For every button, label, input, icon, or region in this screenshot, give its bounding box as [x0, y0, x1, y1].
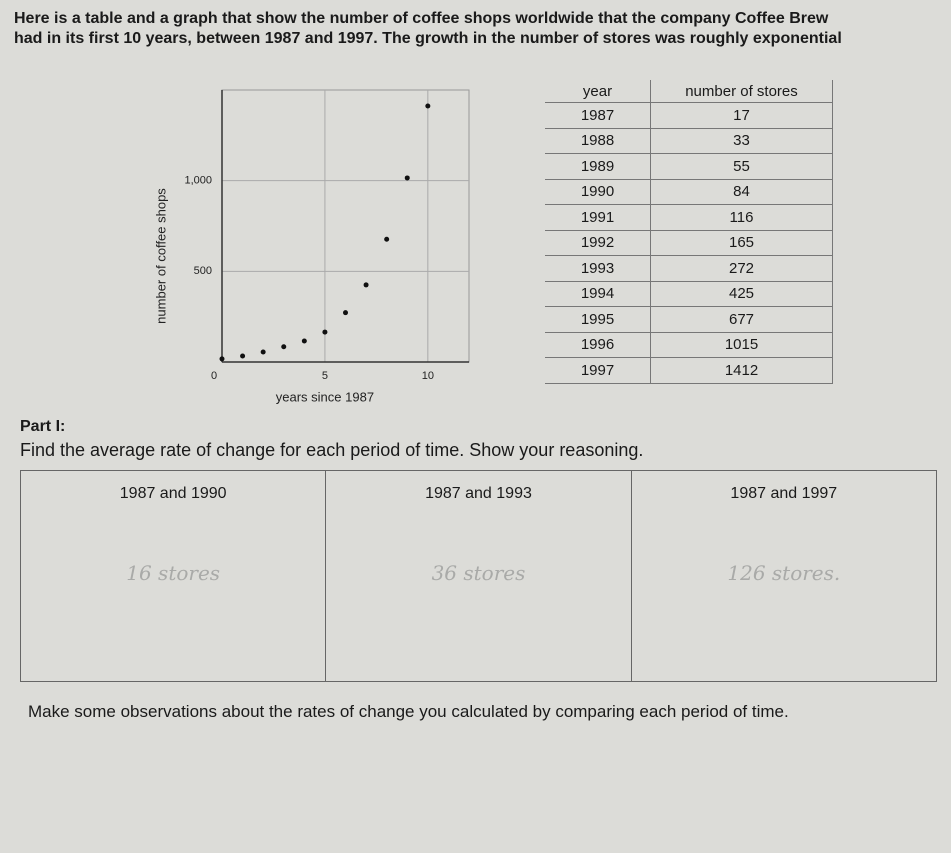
- table-cell: 84: [650, 178, 833, 205]
- table-cell: 1991: [545, 204, 651, 231]
- part-prompt: Find the average rate of change for each…: [20, 440, 644, 460]
- table-cell: 1997: [545, 357, 651, 384]
- table-row: 1987 17: [545, 102, 833, 129]
- table-cell: 33: [650, 127, 833, 154]
- handwritten-answer: 16 stores: [126, 561, 221, 585]
- period-label: 1987 and 1993: [425, 485, 532, 502]
- y-tick-label: 1,000: [184, 175, 212, 187]
- handwritten-answer: 36 stores: [431, 561, 526, 585]
- table-row: 1988 33: [545, 127, 833, 154]
- table-cell: 1412: [650, 357, 833, 384]
- table-cell: 1996: [545, 331, 651, 358]
- table-cell: 272: [650, 255, 833, 282]
- table-cell: 1015: [650, 331, 833, 358]
- point: [363, 282, 369, 288]
- y-axis-label: number of coffee shops: [153, 188, 168, 324]
- point: [281, 344, 287, 350]
- table-header: year number of stores: [545, 80, 833, 103]
- point: [301, 338, 307, 344]
- point: [343, 310, 348, 316]
- x-tick-label: 5: [322, 370, 328, 382]
- point: [425, 103, 431, 109]
- plot-area: [221, 89, 470, 363]
- table-row: 1990 84: [545, 178, 833, 205]
- x-tick-label: 10: [422, 370, 434, 382]
- table-cell: 17: [650, 102, 833, 129]
- table-cell: 1993: [545, 255, 651, 282]
- table-row: 1989 55: [545, 153, 833, 180]
- table-row: 1995 677: [545, 306, 833, 333]
- table-cell: 1987: [545, 102, 651, 129]
- table-cell: 425: [650, 280, 833, 307]
- table-cell: 1995: [545, 306, 651, 333]
- point: [219, 356, 225, 362]
- intro-line: Here is a table and a graph that show th…: [14, 10, 829, 27]
- x-axis-label: years since 1987: [276, 389, 374, 404]
- table-row: 1992 165: [545, 229, 833, 256]
- table-row: 1997 1412: [545, 357, 833, 384]
- x-tick-label: 0: [211, 370, 217, 382]
- period-cell: 1987 and 1993 36 stores: [326, 471, 632, 681]
- table-row: 1991 116: [545, 204, 833, 231]
- table-row: 1993 272: [545, 255, 833, 282]
- table-cell: 116: [650, 204, 833, 231]
- header-cell: number of stores: [650, 80, 833, 103]
- table-cell: 165: [650, 229, 833, 256]
- table-cell: 1990: [545, 178, 651, 205]
- period-label: 1987 and 1997: [730, 485, 838, 502]
- period-cell: 1987 and 1990 16 stores: [21, 471, 327, 681]
- table-row: 1994 425: [545, 280, 833, 307]
- header-cell: year: [545, 80, 651, 103]
- table-cell: 1992: [545, 229, 651, 256]
- point: [384, 236, 390, 242]
- point: [240, 353, 246, 359]
- part-title: Part I:: [20, 418, 66, 435]
- table-cell: 677: [650, 306, 833, 333]
- table-row: 1996 1015: [545, 331, 833, 358]
- point: [260, 349, 266, 355]
- handwritten-answer: 126 stores.: [727, 561, 841, 585]
- point: [322, 329, 328, 335]
- table-cell: 1994: [545, 280, 651, 307]
- table-cell: 1989: [545, 153, 651, 180]
- data-table: year number of stores 1987 17 1988 33 1989 55 19…: [545, 80, 833, 384]
- point: [404, 175, 410, 181]
- y-tick-label: 500: [194, 265, 212, 277]
- period-cell: 1987 and 1997 126 stores.: [632, 471, 936, 681]
- table-cell: 55: [650, 153, 833, 180]
- table-cell: 1988: [545, 127, 651, 154]
- chart: 0 5 10 500 1,000 years since 1987 number of co…: [153, 89, 470, 404]
- period-label: 1987 and 1990: [119, 485, 227, 502]
- periods-table: 1987 and 1990 16 stores 1987 and 1993 36 st…: [20, 470, 937, 682]
- intro-line: had in its first 10 years, between 1987 …: [14, 30, 842, 47]
- observation-prompt: Make some observations about the rates o…: [28, 702, 789, 721]
